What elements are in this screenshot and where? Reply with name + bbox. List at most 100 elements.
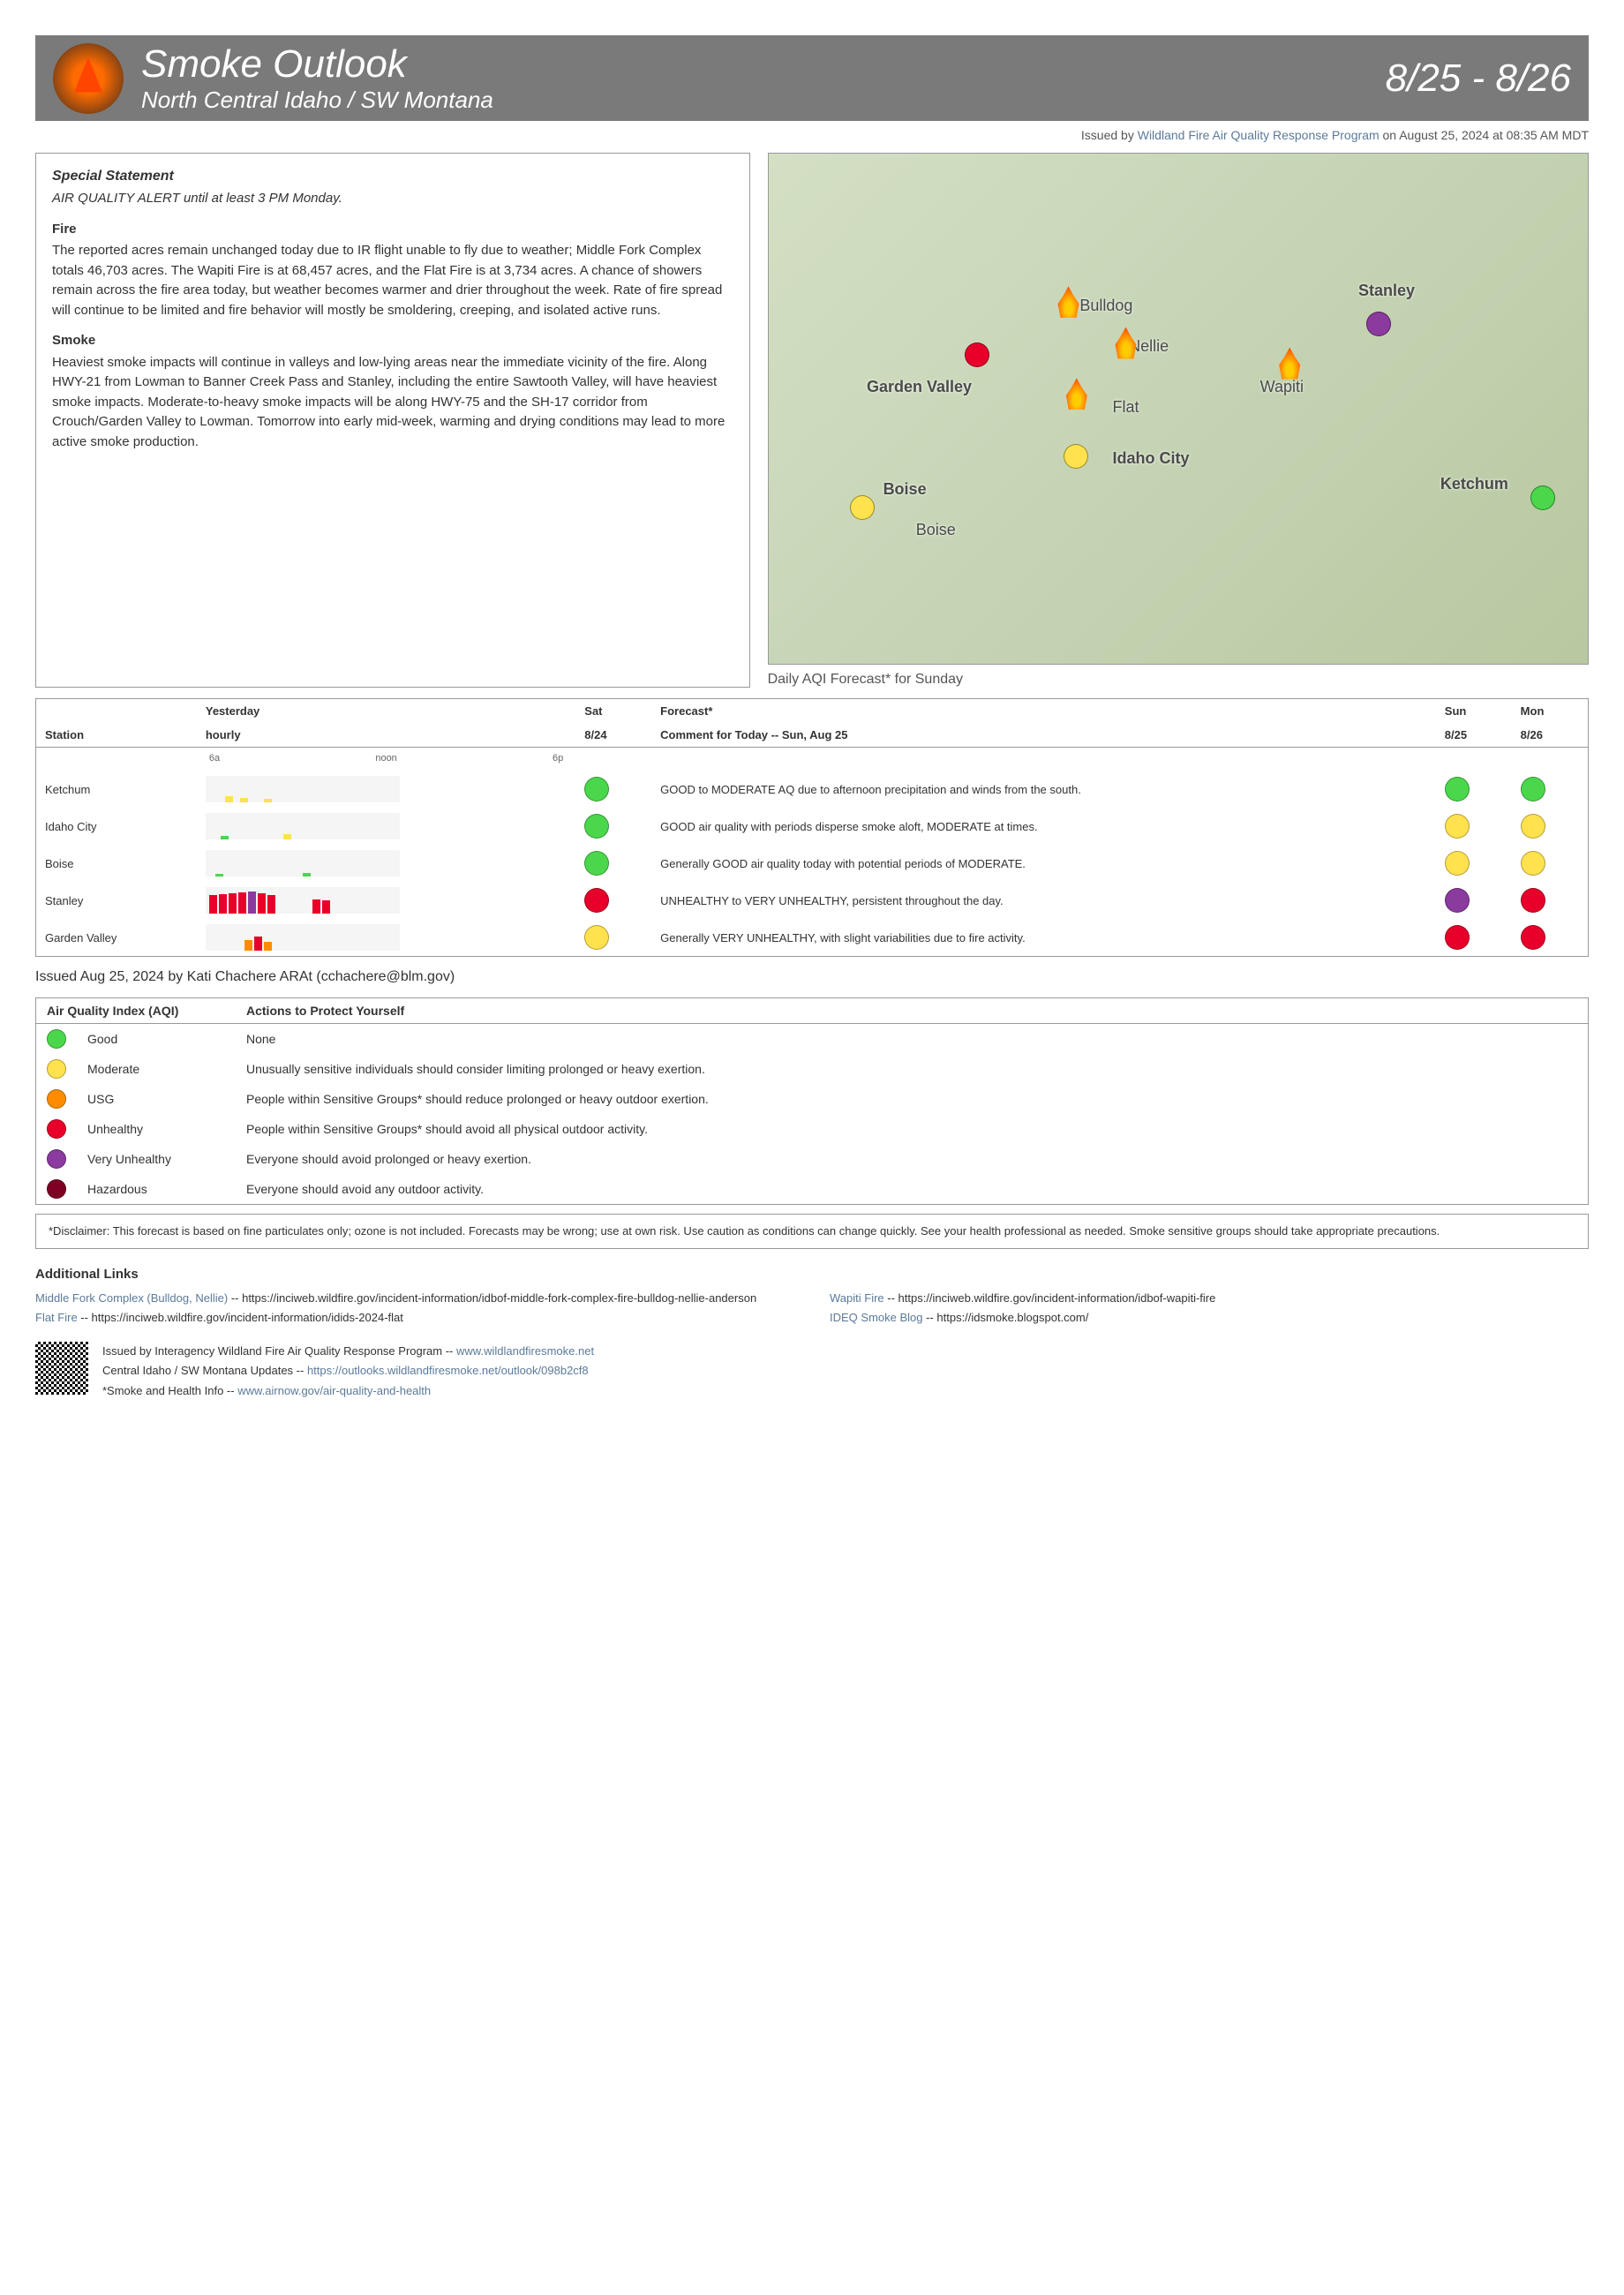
external-link[interactable]: Flat Fire: [35, 1311, 78, 1324]
legend-row: Very UnhealthyEveryone should avoid prol…: [36, 1144, 1589, 1174]
hourly-chart: [206, 924, 400, 951]
link-url-text: -- https://inciweb.wildfire.gov/incident…: [884, 1291, 1216, 1305]
map-caption: Daily AQI Forecast* for Sunday: [768, 672, 1589, 688]
disclaimer-box: *Disclaimer: This forecast is based on f…: [35, 1214, 1589, 1249]
aqi-legend-table: Air Quality Index (AQI) Actions to Prote…: [35, 997, 1589, 1205]
aqi-circle-icon: [584, 888, 609, 913]
external-link[interactable]: Middle Fork Complex (Bulldog, Nellie): [35, 1291, 228, 1305]
table-row: Idaho CityGOOD air quality with periods …: [36, 808, 1589, 845]
legend-row: HazardousEveryone should avoid any outdo…: [36, 1174, 1589, 1205]
legend-row: GoodNone: [36, 1024, 1589, 1055]
aqi-circle-icon: [47, 1119, 66, 1139]
table-row: StanleyUNHEALTHY to VERY UNHEALTHY, pers…: [36, 882, 1589, 919]
time-6a: 6a: [209, 753, 220, 764]
fire-icon: [1276, 348, 1303, 380]
aqi-map: StanleyBulldogNellieGarden ValleyFlatWap…: [768, 153, 1589, 665]
aqi-circle-icon: [1445, 925, 1470, 950]
legend-label: Unhealthy: [77, 1114, 236, 1144]
issuing-org-link[interactable]: Wildland Fire Air Quality Response Progr…: [1138, 128, 1380, 142]
fire-body: The reported acres remain unchanged toda…: [52, 241, 733, 320]
map-label: Wapiti: [1260, 378, 1304, 396]
map-label: Bulldog: [1079, 297, 1132, 315]
time-noon: noon: [375, 753, 396, 764]
aqi-circle-icon: [47, 1029, 66, 1049]
fire-heading: Fire: [52, 220, 733, 240]
smoke-heading: Smoke: [52, 331, 733, 351]
aqi-circle-icon: [47, 1149, 66, 1169]
links-heading: Additional Links: [35, 1267, 1589, 1282]
aqi-dot-icon: [965, 342, 989, 367]
issued-suffix: on August 25, 2024 at 08:35 AM MDT: [1383, 128, 1589, 142]
table-row: Ketchum GOOD to MODERATE AQ due to aftern…: [36, 771, 1589, 808]
col-sun-date: 8/25: [1436, 723, 1512, 748]
footer-link-1[interactable]: www.wildlandfiresmoke.net: [456, 1344, 594, 1358]
station-name: Ketchum: [36, 771, 197, 808]
hourly-chart: [206, 776, 400, 802]
forecast-comment: Generally GOOD air quality today with po…: [651, 845, 1436, 882]
legend-label: Good: [77, 1024, 236, 1055]
issued-prefix: Issued by: [1081, 128, 1138, 142]
aqi-circle-icon: [1521, 888, 1545, 913]
table-row: BoiseGenerally GOOD air quality today wi…: [36, 845, 1589, 882]
map-label: Flat: [1113, 398, 1139, 417]
map-label: Idaho City: [1113, 449, 1190, 468]
aqi-circle-icon: [1445, 851, 1470, 876]
table-row: Garden ValleyGenerally VERY UNHEALTHY, w…: [36, 919, 1589, 957]
external-link[interactable]: Wapiti Fire: [830, 1291, 884, 1305]
footer-link-2[interactable]: https://outlooks.wildlandfiresmoke.net/o…: [307, 1364, 589, 1377]
aqi-circle-icon: [1521, 851, 1545, 876]
col-yesterday: Yesterday: [197, 699, 575, 724]
legend-action: People within Sensitive Groups* should r…: [236, 1084, 1589, 1114]
link-url-text: -- https://inciweb.wildfire.gov/incident…: [228, 1291, 756, 1305]
external-link[interactable]: IDEQ Smoke Blog: [830, 1311, 923, 1324]
col-mon: Mon: [1512, 699, 1589, 724]
hourly-chart: [206, 887, 400, 914]
station-name: Idaho City: [36, 808, 197, 845]
link-url-text: -- https://inciweb.wildfire.gov/incident…: [78, 1311, 403, 1324]
col-comment: Comment for Today -- Sun, Aug 25: [651, 723, 1436, 748]
forecast-comment: UNHEALTHY to VERY UNHEALTHY, persistent …: [651, 882, 1436, 919]
forecast-comment: GOOD to MODERATE AQ due to afternoon pre…: [651, 771, 1436, 808]
map-label: Stanley: [1358, 282, 1415, 300]
aqi-dot-icon: [1064, 444, 1088, 469]
aqi-circle-icon: [1445, 888, 1470, 913]
footer: Issued by Interagency Wildland Fire Air …: [35, 1342, 1589, 1400]
col-hourly: hourly: [197, 723, 575, 748]
aqi-circle-icon: [1521, 777, 1545, 801]
footer-link-3[interactable]: www.airnow.gov/air-quality-and-health: [237, 1384, 431, 1397]
legend-h1: Air Quality Index (AQI): [36, 998, 237, 1024]
legend-action: None: [236, 1024, 1589, 1055]
footer-line1-pre: Issued by Interagency Wildland Fire Air …: [102, 1344, 456, 1358]
aqi-dot-icon: [1530, 485, 1555, 510]
hourly-chart: [206, 850, 400, 877]
map-label: Garden Valley: [867, 378, 972, 396]
legend-label: Very Unhealthy: [77, 1144, 236, 1174]
col-station: Station: [36, 723, 197, 748]
additional-links: Additional Links Middle Fork Complex (Bu…: [35, 1267, 1589, 1328]
col-sat: Sat: [575, 699, 651, 724]
legend-row: USGPeople within Sensitive Groups* shoul…: [36, 1084, 1589, 1114]
page-subtitle: North Central Idaho / SW Montana: [141, 87, 1386, 114]
aqi-circle-icon: [584, 814, 609, 839]
issued-by-line: Issued Aug 25, 2024 by Kati Chachere ARA…: [35, 969, 1589, 985]
fire-icon: [1056, 286, 1082, 318]
page-title: Smoke Outlook: [141, 42, 1386, 87]
legend-action: People within Sensitive Groups* should a…: [236, 1114, 1589, 1144]
fire-icon: [1064, 378, 1090, 410]
forecast-table: Yesterday Sat Forecast* Sun Mon Station …: [35, 698, 1589, 957]
aqi-circle-icon: [47, 1089, 66, 1109]
footer-line3-pre: *Smoke and Health Info --: [102, 1384, 237, 1397]
aqi-circle-icon: [584, 851, 609, 876]
map-label: Boise: [883, 480, 927, 499]
legend-row: UnhealthyPeople within Sensitive Groups*…: [36, 1114, 1589, 1144]
col-sat-date: 8/24: [575, 723, 651, 748]
legend-action: Everyone should avoid any outdoor activi…: [236, 1174, 1589, 1205]
special-statement-body: AIR QUALITY ALERT until at least 3 PM Mo…: [52, 189, 733, 209]
forecast-comment: Generally VERY UNHEALTHY, with slight va…: [651, 919, 1436, 957]
hourly-chart: [206, 813, 400, 839]
aqi-circle-icon: [1521, 925, 1545, 950]
date-range: 8/25 - 8/26: [1386, 56, 1571, 101]
aqi-circle-icon: [1445, 814, 1470, 839]
legend-label: USG: [77, 1084, 236, 1114]
footer-line2-pre: Central Idaho / SW Montana Updates --: [102, 1364, 307, 1377]
